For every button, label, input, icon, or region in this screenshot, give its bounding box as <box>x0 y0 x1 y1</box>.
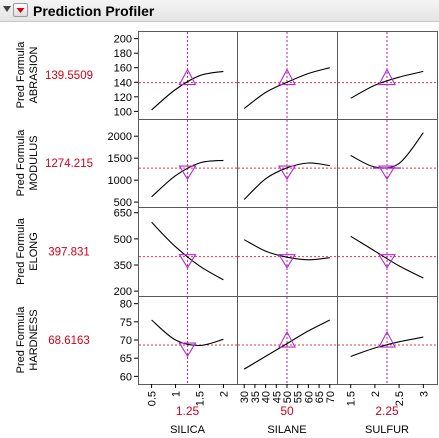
response-label-line1: Pred Formula <box>15 306 27 374</box>
factor-current-value[interactable]: 2.25 <box>375 404 399 418</box>
factor-current-value[interactable]: 1.25 <box>176 404 200 418</box>
y-tick-label: 60 <box>120 371 132 383</box>
profile-cell-abrasion-silica <box>138 31 238 120</box>
y-tick-label: 140 <box>114 77 132 89</box>
y-tick-label: 65 <box>120 353 132 365</box>
prediction-trace-curve <box>350 235 424 279</box>
prediction-trace-curve <box>151 159 224 198</box>
y-tick-label: 200 <box>114 286 132 298</box>
response-label-modulus: Pred Formula MODULUS <box>15 129 40 197</box>
current-value-marker[interactable] <box>278 330 296 348</box>
current-value-marker[interactable] <box>278 165 296 181</box>
y-tick-label: 500 <box>114 234 132 246</box>
x-tick-label: 35 <box>250 391 262 403</box>
response-label-line2: ELONG <box>28 232 40 271</box>
profile-cell-modulus-silane <box>237 119 338 208</box>
x-tick-label: 2.5 <box>394 391 406 406</box>
y-tick-label: 75 <box>120 317 132 329</box>
x-tick-label: 45 <box>271 391 283 403</box>
profiler-header: Prediction Profiler <box>0 0 439 22</box>
y-tick-label: 200 <box>114 34 132 46</box>
prediction-trace-curve <box>243 319 331 370</box>
y-tick-label: 160 <box>114 63 132 75</box>
profile-cell-elong-silane <box>237 207 338 297</box>
x-tick-label: 60 <box>303 391 315 403</box>
prediction-trace-curve <box>243 67 330 109</box>
profile-cell-elong-sulfur <box>337 207 438 297</box>
response-label-line2: HARDNESS <box>28 309 40 370</box>
current-value-marker[interactable] <box>378 68 396 86</box>
prediction-trace-curve <box>151 70 224 111</box>
response-current-value: 68.6163 <box>48 335 90 347</box>
profiler-grid: Pred Formula ABRASION 139.5509100120140160… <box>15 31 438 436</box>
response-label-abrasion: Pred Formula ABRASION <box>15 41 40 109</box>
factor-name-label: SILANE <box>267 424 306 436</box>
x-tick-label: 30 <box>239 391 251 403</box>
x-tick-label: 50 <box>282 391 294 403</box>
x-tick-label: 65 <box>314 391 326 403</box>
current-value-marker[interactable] <box>178 254 197 269</box>
x-tick-label: 2 <box>218 391 230 397</box>
profile-cell-hardness-silane <box>237 296 338 385</box>
current-value-marker[interactable] <box>378 254 396 269</box>
x-tick-label: 1 <box>171 391 183 397</box>
profile-cell-modulus-sulfur <box>337 119 438 208</box>
x-tick-label: 55 <box>293 391 305 403</box>
y-tick-label: 180 <box>114 48 132 60</box>
current-value-marker[interactable] <box>378 165 396 181</box>
x-tick-label: 1.5 <box>346 391 358 406</box>
response-current-value: 1274.215 <box>45 158 93 170</box>
response-label-line2: ABRASION <box>28 47 40 104</box>
prediction-trace-curve <box>243 239 330 261</box>
factor-name-label: SULFUR <box>365 424 409 436</box>
factor-name-label: SILICA <box>170 424 206 436</box>
y-tick-label: 350 <box>114 260 132 272</box>
x-tick-label: 2 <box>370 391 382 397</box>
profiler-title: Prediction Profiler <box>33 3 155 19</box>
prediction-trace-curve <box>151 319 224 347</box>
response-label-line1: Pred Formula <box>15 217 27 285</box>
response-label-line1: Pred Formula <box>15 41 27 109</box>
profile-cell-hardness-sulfur <box>337 296 438 385</box>
y-tick-label: 2000 <box>108 131 132 143</box>
profile-cell-hardness-silica <box>138 296 238 385</box>
current-value-marker[interactable] <box>278 254 296 269</box>
y-tick-label: 120 <box>114 92 132 104</box>
x-tick-label: 70 <box>325 391 337 403</box>
y-tick-label: 1500 <box>108 153 132 165</box>
triangle-down-icon[interactable] <box>2 3 12 15</box>
y-tick-label: 80 <box>120 299 132 311</box>
prediction-trace-curve <box>350 70 424 99</box>
y-tick-label: 100 <box>114 106 132 118</box>
prediction-trace-curve <box>151 221 224 281</box>
current-value-marker[interactable] <box>178 68 197 86</box>
prediction-trace-curve <box>243 162 330 200</box>
current-value-marker[interactable] <box>178 342 197 358</box>
response-label-hardness: Pred Formula HARDNESS <box>15 306 40 374</box>
profile-cell-abrasion-silane <box>237 31 338 120</box>
factor-current-value[interactable]: 50 <box>280 404 294 418</box>
current-value-marker[interactable] <box>378 330 396 348</box>
profile-cell-modulus-silica <box>138 119 238 208</box>
response-label-elong: Pred Formula ELONG <box>15 217 40 285</box>
y-tick-label: 70 <box>120 335 132 347</box>
x-tick-label: 40 <box>261 391 273 403</box>
profile-cell-abrasion-sulfur <box>337 31 438 120</box>
current-value-marker[interactable] <box>278 68 296 86</box>
red-triangle-menu-icon[interactable] <box>13 3 28 17</box>
response-current-value: 139.5509 <box>45 70 93 82</box>
response-current-value: 397.831 <box>48 247 90 259</box>
y-tick-label: 650 <box>114 208 132 220</box>
prediction-trace-curve <box>350 336 424 357</box>
response-label-line2: MODULUS <box>28 135 40 190</box>
x-tick-label: 1.5 <box>194 391 206 406</box>
current-value-marker[interactable] <box>178 165 197 181</box>
x-tick-label: 0.5 <box>147 391 159 406</box>
y-tick-label: 1000 <box>108 175 132 187</box>
response-label-line1: Pred Formula <box>15 129 27 197</box>
y-tick-label: 500 <box>114 197 132 209</box>
profile-cell-elong-silica <box>138 207 238 297</box>
x-tick-label: 3 <box>418 391 430 397</box>
